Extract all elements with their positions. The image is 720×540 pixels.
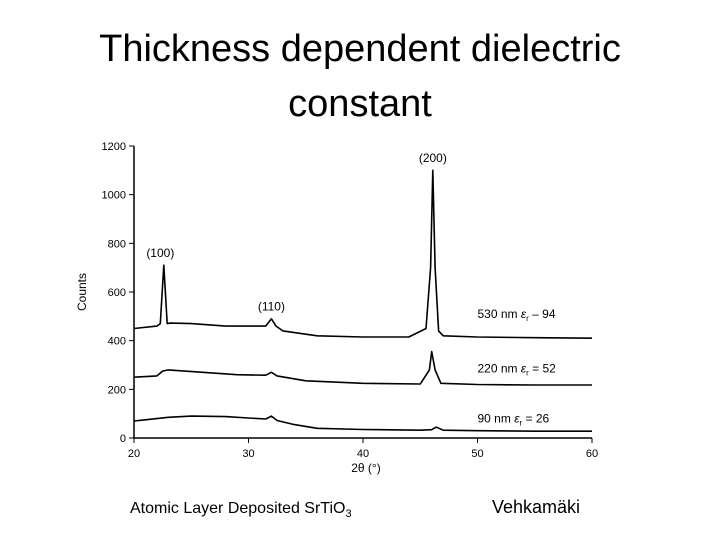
y-tick-label: 0 (120, 433, 126, 445)
plot-area (133, 146, 592, 439)
slide-title-line-1: Thickness dependent dielectric (99, 28, 621, 70)
series-labels: 530 nm εr – 94 220 nm εr = 52 90 nm εr = 2… (478, 307, 557, 428)
series-label: 90 nm εr = 26 (478, 412, 550, 428)
x-tick-label: 20 (128, 448, 140, 460)
peak-annotation: (110) (258, 299, 285, 313)
slide-title: Thickness dependent dielectric constant (40, 22, 680, 132)
footer-caption-text: Atomic Layer Deposited SrTiO (130, 500, 346, 517)
y-tick-label: 600 (108, 287, 126, 299)
x-axis-ticks: 20 30 40 50 60 (128, 438, 598, 460)
x-tick-label: 30 (242, 448, 254, 460)
footer-author: Vehkamäki (492, 497, 581, 517)
x-tick-label: 40 (357, 448, 369, 460)
series-label: 530 nm εr – 94 (478, 307, 556, 323)
y-tick-label: 1000 (102, 190, 126, 202)
series-line-3 (133, 415, 592, 432)
slide-title-line-2: constant (288, 83, 432, 126)
peak-annotations: (100) (110) (200) (146, 151, 447, 313)
series-line-2 (133, 350, 592, 386)
y-tick-label: 200 (108, 384, 126, 396)
series-line-1 (133, 169, 593, 339)
peak-annotation: (100) (146, 246, 174, 260)
series-group (133, 169, 593, 432)
x-tick-label: 60 (586, 448, 598, 460)
y-axis-ticks: 0 200 400 600 800 1000 1200 (102, 141, 134, 445)
footer-caption: Atomic Layer Deposited SrTiO3 (130, 500, 352, 520)
x-tick-label: 50 (471, 448, 483, 460)
footer-caption-subscript: 3 (345, 508, 352, 521)
y-tick-label: 1200 (102, 141, 126, 153)
series-label: 220 nm εr = 52 (478, 362, 557, 378)
peak-annotation: (200) (419, 151, 447, 165)
y-tick-label: 400 (108, 336, 126, 348)
y-tick-label: 800 (108, 238, 126, 250)
y-axis-label: Counts (75, 273, 89, 311)
x-axis-label: 2θ (°) (351, 461, 380, 475)
